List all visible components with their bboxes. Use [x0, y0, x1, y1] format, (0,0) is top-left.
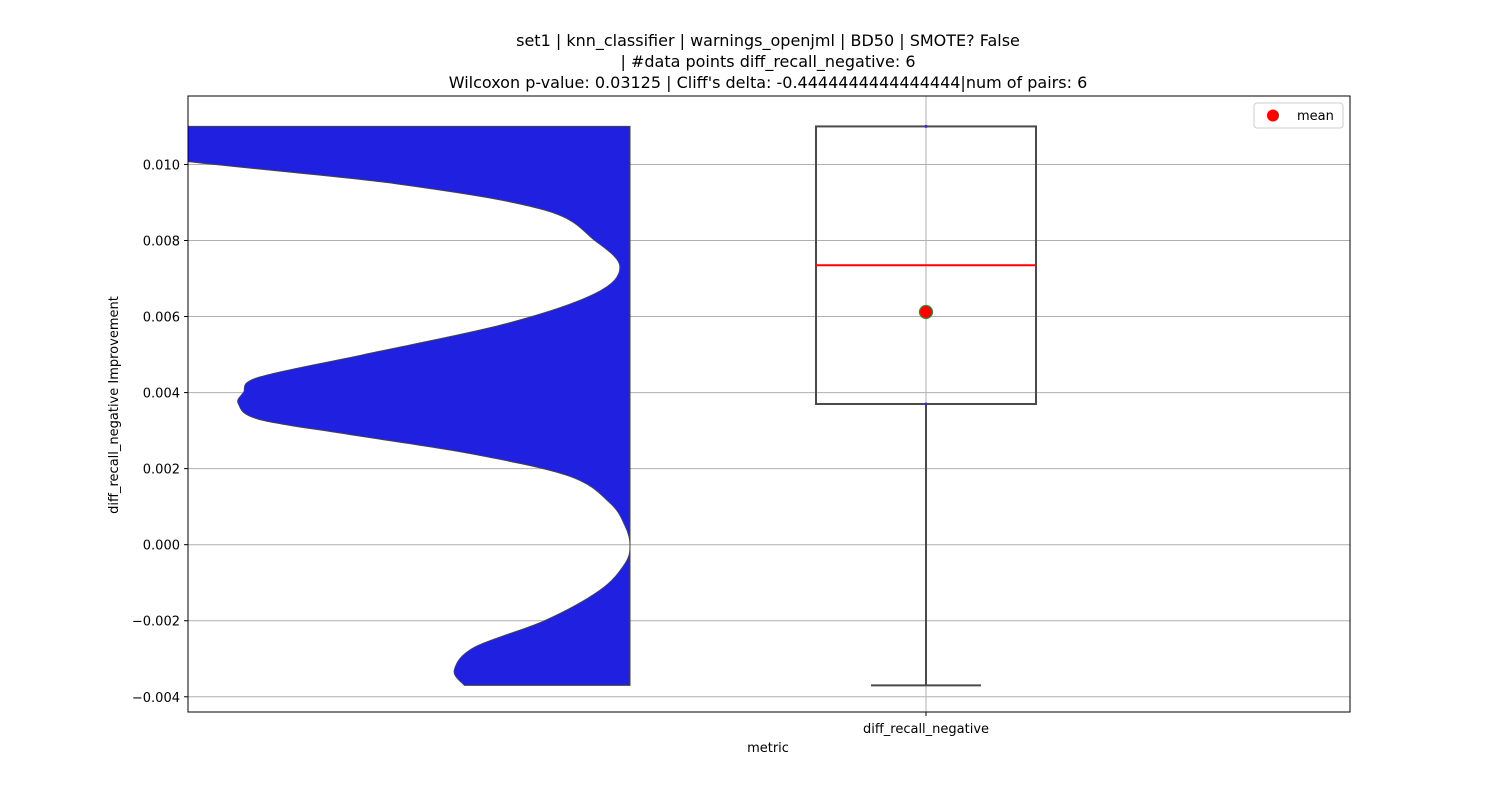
- y-tick-label: −0.002: [132, 615, 180, 630]
- legend-box: [1253, 102, 1344, 129]
- title-line-3: Wilcoxon p-value: 0.03125 | Cliff's delt…: [449, 73, 1088, 92]
- x-axis-label: metric: [747, 741, 789, 756]
- y-axis-label: diff_recall_negative Improvement: [107, 296, 122, 514]
- y-tick-label: 0.006: [143, 311, 180, 326]
- mean-marker: [918, 304, 934, 320]
- axes: −0.004 −0.002 0.000 0.002 0.004 0.006 0.008 0.0…: [132, 95, 1351, 737]
- q1-point: [924, 402, 928, 406]
- y-tick-label: −0.004: [132, 691, 180, 706]
- violin: [188, 125, 631, 686]
- y-tick-label: 0.000: [143, 539, 180, 554]
- title-line-1: set1 | knn_classifier | warnings_openjml…: [516, 31, 1020, 51]
- legend-mean-marker: [1267, 109, 1279, 122]
- plot-frame: [187, 95, 1351, 713]
- box-plot: [815, 124, 1037, 687]
- y-tick-label: 0.004: [143, 387, 180, 402]
- legend: mean: [1253, 102, 1344, 129]
- y-tick-label: 0.002: [143, 463, 180, 478]
- title-line-2: | #data points diff_recall_negative: 6: [620, 52, 915, 72]
- chart-title: set1 | knn_classifier | warnings_openjml…: [449, 31, 1088, 92]
- x-tick-label: diff_recall_negative: [863, 722, 989, 737]
- legend-label-mean: mean: [1297, 109, 1334, 124]
- violin-body: [188, 125, 631, 686]
- max-point: [924, 124, 928, 128]
- y-tick-label: 0.010: [143, 158, 180, 173]
- y-tick-label: 0.008: [143, 234, 180, 249]
